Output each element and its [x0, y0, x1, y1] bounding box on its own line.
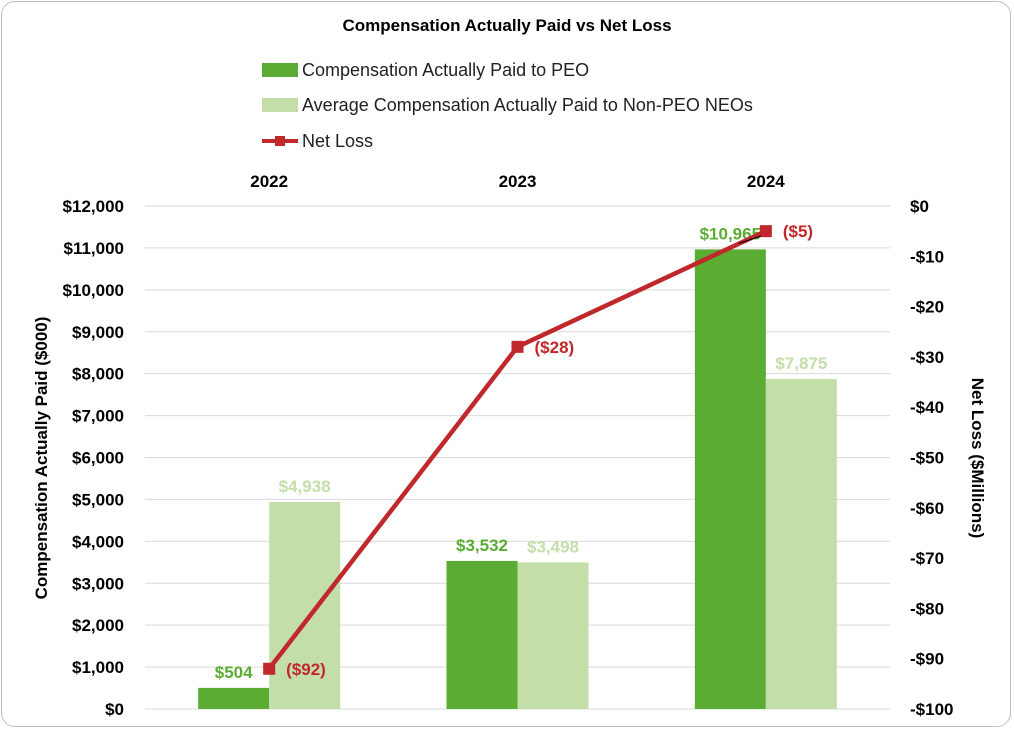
- y2-tick-label: -$100: [910, 700, 953, 719]
- data-label-leader-line: [738, 235, 761, 244]
- y2-tick-label: -$20: [910, 298, 944, 317]
- bar-non-peo: [269, 502, 341, 709]
- y2-tick-label: -$30: [910, 348, 944, 367]
- y-tick-label: $3,000: [72, 574, 124, 593]
- y-tick-label: $1,000: [72, 658, 124, 677]
- bar-non-peo: [517, 562, 589, 709]
- category-label: 2023: [499, 172, 537, 191]
- legend-swatch-non-peo: [262, 98, 298, 112]
- y2-tick-label: -$10: [910, 247, 944, 266]
- net-loss-data-label: ($5): [783, 222, 813, 241]
- y-tick-label: $8,000: [72, 365, 124, 384]
- bar-data-label-peo: $504: [215, 663, 253, 682]
- bar-data-label-non-peo: $3,498: [527, 537, 579, 556]
- y-tick-label: $2,000: [72, 616, 124, 635]
- y-tick-label: $12,000: [63, 197, 124, 216]
- bar-non-peo: [765, 378, 837, 709]
- legend-item-non-peo: Average Compensation Actually Paid to No…: [262, 94, 753, 116]
- legend-swatch-net-loss: [262, 134, 298, 148]
- y2-tick-label: -$60: [910, 499, 944, 518]
- y2-tick-label: -$90: [910, 650, 944, 669]
- y2-tick-label: -$40: [910, 398, 944, 417]
- y-tick-label: $11,000: [63, 239, 124, 258]
- y2-tick-label: -$50: [910, 449, 944, 468]
- category-label: 2024: [747, 172, 785, 191]
- bar-data-label-peo: $3,532: [456, 536, 508, 555]
- y2-tick-label: $0: [910, 197, 929, 216]
- net-loss-data-label: ($92): [286, 660, 326, 679]
- legend-label-net-loss: Net Loss: [302, 130, 374, 151]
- legend-item-net-loss: Net Loss: [262, 130, 373, 152]
- net-loss-marker: [263, 662, 276, 675]
- y2-axis-title: Net Loss ($Millions): [968, 377, 987, 539]
- bar-data-label-non-peo: $7,875: [775, 354, 827, 373]
- y-tick-label: $10,000: [63, 281, 124, 300]
- y-tick-label: $0: [105, 700, 124, 719]
- y2-tick-label: -$70: [910, 549, 944, 568]
- y-tick-label: $5,000: [72, 490, 124, 509]
- legend-item-peo: Compensation Actually Paid to PEO: [262, 59, 589, 81]
- legend-label-non-peo: Average Compensation Actually Paid to No…: [302, 94, 753, 115]
- y-tick-label: $9,000: [72, 323, 124, 342]
- bar-data-label-peo: $10,965: [700, 224, 761, 243]
- bar-peo: [694, 249, 766, 710]
- y-tick-label: $6,000: [72, 449, 124, 468]
- net-loss-data-label: ($28): [535, 338, 575, 357]
- bar-peo: [198, 687, 270, 709]
- category-label: 2022: [250, 172, 288, 191]
- legend-swatch-peo: [262, 63, 298, 77]
- bar-data-label-non-peo: $4,938: [279, 477, 331, 496]
- y-axis-title: Compensation Actually Paid ($000): [32, 316, 51, 600]
- net-loss-marker: [511, 340, 524, 353]
- y-tick-label: $4,000: [72, 532, 124, 551]
- chart-title: Compensation Actually Paid vs Net Loss: [342, 16, 672, 35]
- bar-peo: [446, 560, 518, 709]
- y2-tick-label: -$80: [910, 599, 944, 618]
- y-tick-label: $7,000: [72, 407, 124, 426]
- legend-label-peo: Compensation Actually Paid to PEO: [302, 59, 590, 80]
- net-loss-marker: [759, 225, 772, 238]
